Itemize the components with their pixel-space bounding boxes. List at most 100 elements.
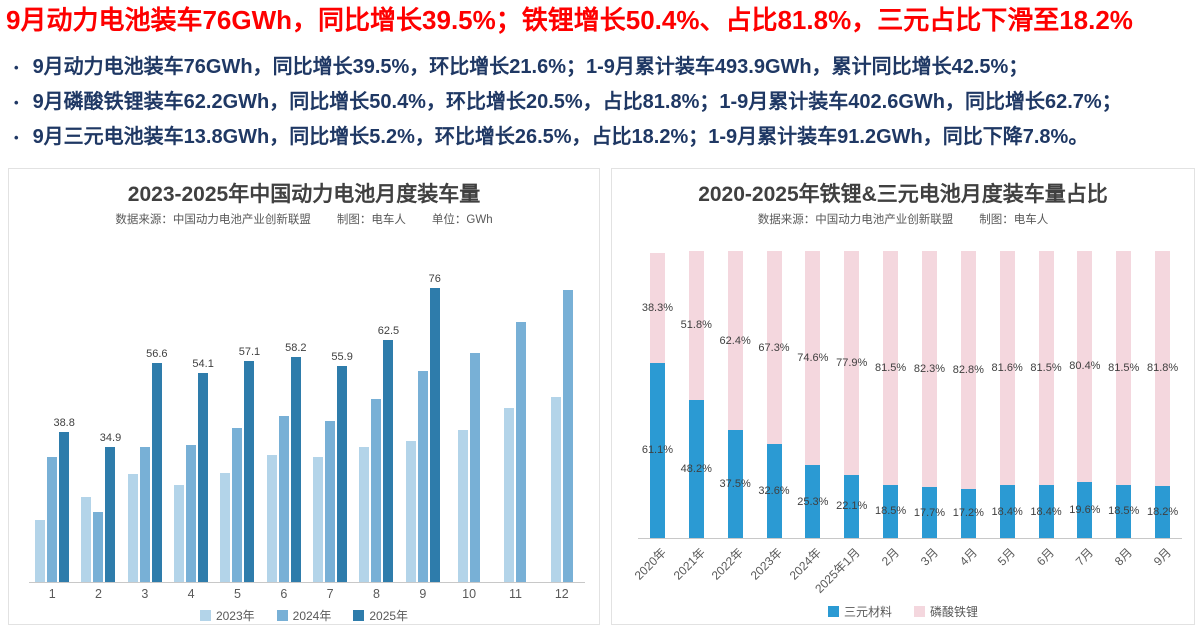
unit-note: 单位：GWh [431,214,493,226]
stacked-bar-3月: 82.3% 17.7% [914,251,945,538]
segment-ternary-2021年: 48.2% [681,399,712,538]
segment-ternary-2023年: 32.6% [758,444,790,538]
segment-value-label: 81.5% [1030,362,1062,375]
segment-ternary-2020年: 61.1% [642,362,673,538]
stacked-bar-2月: 81.5% 18.5% [875,251,906,538]
segment-lfp-5月: 81.6% [992,251,1023,486]
x-tick-label: 7 [326,587,334,601]
legend-swatch-lfp [914,606,925,617]
bar-group-month-11 [492,253,538,582]
bullet-dot-icon: • [14,130,19,145]
bar-2025年-month-5: 57.1 [239,346,260,582]
stacked-bar-2025年1月: 77.9% 22.1% [836,251,867,538]
segment-ternary-2024年: 25.3% [797,465,828,538]
bar-2025年-month-8: 62.5 [378,325,399,582]
segment-ternary-4月: 17.2% [953,488,984,538]
segment-lfp-8月: 81.5% [1108,251,1139,485]
segment-value-label: 74.6% [797,352,829,365]
bar-2025年-month-9: 76 [429,273,441,582]
stack-group-2022年: 62.4% 37.5% [716,251,755,538]
bar-value-label: 58.2 [285,341,307,354]
stacked-bar-5月: 81.6% 18.4% [992,251,1023,538]
stack-group-2021年: 51.8% 48.2% [677,251,716,538]
legend-swatch-2024 [276,610,288,621]
segment-lfp-2020年: 38.3% [642,252,673,363]
maker-note: 制图：电车人 [979,214,1049,226]
bar-group-month-4: 54.1 [168,253,214,582]
stacked-bar-2024年: 74.6% 25.3% [797,251,828,538]
bar-2024年-month-9 [417,371,428,582]
x-tick-label: 2020年 [631,545,669,583]
segment-lfp-3月: 82.3% [914,251,945,488]
bar-2025年-month-4: 54.1 [192,358,214,582]
legend-item-2023: 2023年 [199,607,255,624]
bar-group-month-3: 56.6 [122,253,168,582]
legend-swatch-2023 [199,610,211,621]
x-tick-slot: 6月 [1027,541,1066,597]
segment-lfp-2024年: 74.6% [797,251,828,466]
x-tick-label: 10 [462,587,477,601]
x-tick-label: 7月 [1073,545,1097,569]
segment-value-label: 81.5% [1108,361,1140,374]
segment-value-label: 81.6% [991,362,1023,375]
x-tick-slot: 2月 [871,541,910,597]
legend-swatch-2025 [353,610,365,621]
bar-value-label: 54.1 [192,357,214,370]
bar-group-month-6: 58.2 [261,253,307,582]
segment-ternary-2022年: 37.5% [720,430,751,538]
x-tick-label: 3 [141,587,149,601]
bar-value-label: 76 [428,272,441,285]
segment-lfp-4月: 82.8% [953,251,984,489]
x-tick-slot: 7月 [1065,541,1104,597]
legend-label: 2025年 [369,609,409,623]
bar-2023年-month-6 [266,454,277,582]
monthly-chart-plot: 38.8 34.9 56.6 54.1 57.1 58.2 55.9 62.5 76 [29,253,585,583]
segment-value-label: 61.1% [641,444,674,457]
segment-value-label: 82.3% [913,363,946,376]
segment-value-label: 82.8% [952,363,984,376]
bar-group-month-7: 55.9 [307,253,353,582]
bar-group-month-10 [446,253,492,582]
bar-group-month-9: 76 [400,253,446,582]
segment-value-label: 51.8% [680,319,712,332]
x-tick-label: 5月 [995,545,1019,569]
legend-item-lfp: 磷酸铁锂 [914,603,978,620]
x-tick-label: 4月 [956,545,980,569]
stack-group-2025年1月: 77.9% 22.1% [832,251,871,538]
bar-group-month-8: 62.5 [353,253,399,582]
bar-2024年-month-2 [93,512,104,582]
bullet-item-total: • 9月动力电池装车76GWh，同比增长39.5%，环比增长21.6%；1-9月… [12,50,1197,85]
segment-ternary-9月: 18.2% [1147,485,1178,538]
bar-2023年-month-12 [550,397,561,582]
monthly-chart-legend: 2023年 2024年 2025年 [9,607,599,624]
bar-2024年-month-12 [562,290,573,582]
bar-2024年-month-11 [516,321,527,582]
segment-lfp-2021年: 51.8% [681,251,712,400]
stacked-bar-2022年: 62.4% 37.5% [720,251,751,538]
stack-group-9月: 81.8% 18.2% [1143,251,1182,538]
bar-group-month-1: 38.8 [29,253,75,582]
share-chart-plot: 38.3% 61.1% 51.8% 48.2% 62.4% 37.5% 67.3% 32.6%… [638,251,1182,539]
segment-value-label: 18.4% [1030,505,1062,518]
monthly-install-chart-panel: 2023-2025年中国动力电池月度装车量 数据来源：中国动力电池产业创新联盟 … [8,168,600,625]
segment-value-label: 80.4% [1069,360,1101,373]
x-tick-label: 1 [48,587,56,601]
x-tick-label: 6月 [1034,545,1058,569]
segment-lfp-2025年1月: 77.9% [836,251,867,475]
bar-2023年-month-4 [174,484,185,582]
bullet-text: 9月三元电池装车13.8GWh，同比增长5.2%，环比增长26.5%，占比18.… [32,126,1089,148]
segment-lfp-9月: 81.8% [1147,251,1178,486]
segment-value-label: 18.4% [991,505,1023,518]
stacked-bar-2021年: 51.8% 48.2% [681,251,712,538]
bar-2025年-month-7: 55.9 [331,351,353,582]
segment-value-label: 81.8% [1146,362,1179,375]
x-tick-label: 11 [508,587,522,601]
segment-value-label: 19.6% [1069,503,1101,516]
segment-value-label: 17.7% [913,506,946,519]
legend-label: 磷酸铁锂 [930,605,979,619]
bar-2024年-month-7 [325,420,336,582]
bar-2024年-month-6 [278,416,289,582]
segment-ternary-7月: 19.6% [1069,481,1100,538]
legend-item-2024: 2024年 [276,607,331,624]
